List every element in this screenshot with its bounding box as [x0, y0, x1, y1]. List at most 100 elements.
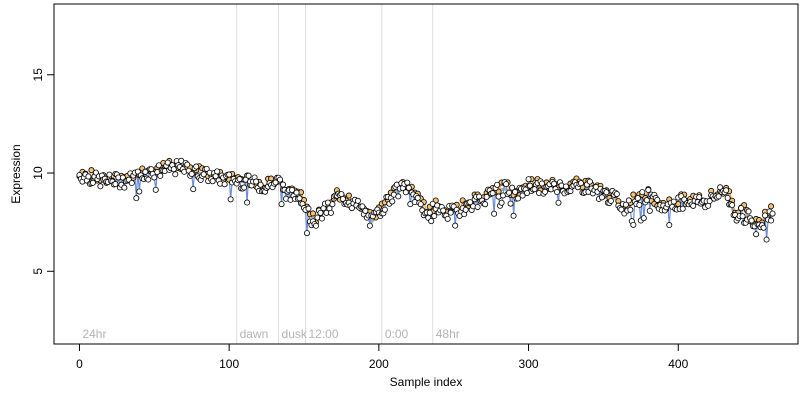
point-a-291 — [512, 188, 519, 195]
point-a-186 — [354, 197, 361, 204]
region-label-2: dusk — [282, 327, 308, 341]
point-a-142 — [289, 186, 296, 193]
point-a-9 — [89, 179, 96, 186]
point-a-78 — [193, 163, 200, 170]
point-b-78 — [309, 210, 316, 217]
region-label-0: 24hr — [82, 327, 106, 341]
point-a-46 — [145, 176, 152, 183]
point-b-4 — [88, 167, 95, 174]
point-a-237 — [431, 213, 438, 220]
point-a-432 — [723, 187, 730, 194]
x-tick-label-2: 200 — [369, 357, 389, 371]
point-a-152 — [303, 230, 310, 237]
point-a-107 — [236, 176, 243, 183]
point-a-219 — [404, 179, 411, 186]
point-a-44 — [142, 168, 149, 175]
point-a-458 — [762, 212, 769, 219]
point-a-218 — [402, 189, 409, 196]
point-a-288 — [507, 200, 514, 207]
point-a-282 — [498, 199, 505, 206]
point-a-235 — [428, 218, 435, 225]
point-a-161 — [317, 209, 324, 216]
point-a-421 — [706, 198, 713, 205]
point-a-457 — [760, 224, 767, 231]
point-a-53 — [155, 162, 162, 169]
point-a-289 — [509, 184, 516, 191]
point-a-189 — [359, 203, 366, 210]
point-a-121 — [257, 181, 264, 188]
x-tick-label-1: 100 — [219, 357, 239, 371]
point-a-175 — [338, 191, 345, 198]
point-a-191 — [362, 207, 369, 214]
point-a-51 — [152, 186, 159, 193]
point-b-90 — [345, 192, 352, 199]
point-a-228 — [417, 201, 424, 208]
point-b-185 — [630, 191, 637, 198]
y-tick-label-2: 15 — [31, 68, 45, 82]
point-a-300 — [525, 176, 532, 183]
point-a-35 — [128, 180, 135, 187]
point-a-341 — [586, 178, 593, 185]
y-tick-label-0: 5 — [31, 268, 45, 275]
point-a-320 — [555, 199, 562, 206]
point-a-290 — [510, 212, 517, 219]
point-a-226 — [414, 194, 421, 201]
point-a-220 — [405, 184, 412, 191]
point-a-287 — [506, 189, 513, 196]
point-a-76 — [190, 186, 197, 193]
point-a-38 — [133, 195, 140, 202]
x-axis: 0 100 200 300 400 — [76, 343, 689, 371]
point-a-362 — [618, 206, 625, 213]
point-a-373 — [634, 195, 641, 202]
point-a-414 — [696, 194, 703, 201]
point-a-63 — [170, 166, 177, 173]
point-a-410 — [690, 202, 697, 209]
point-a-370 — [630, 221, 637, 228]
point-a-349 — [598, 194, 605, 201]
point-a-452 — [753, 231, 760, 238]
point-a-463 — [769, 210, 776, 217]
point-a-436 — [729, 202, 736, 209]
point-a-367 — [625, 197, 632, 204]
point-a-145 — [293, 189, 300, 196]
point-a-309 — [539, 180, 546, 187]
point-a-443 — [739, 213, 746, 220]
point-a-374 — [636, 201, 643, 208]
points-layer — [76, 157, 776, 243]
point-a-365 — [622, 201, 629, 208]
point-a-386 — [654, 196, 661, 203]
x-tick-label-0: 0 — [76, 357, 83, 371]
region-label-5: 48hr — [436, 327, 460, 341]
point-a-266 — [474, 203, 481, 210]
point-a-251 — [452, 222, 459, 229]
point-a-381 — [646, 207, 653, 214]
point-a-118 — [253, 178, 260, 185]
point-a-246 — [444, 215, 451, 222]
y-axis-title: Expression — [9, 144, 23, 203]
point-a-447 — [745, 208, 752, 215]
point-a-258 — [462, 206, 469, 213]
point-a-134 — [277, 176, 284, 183]
point-a-168 — [327, 209, 334, 216]
point-a-234 — [426, 209, 433, 216]
point-a-110 — [241, 184, 248, 191]
point-a-379 — [643, 197, 650, 204]
point-a-427 — [715, 193, 722, 200]
point-a-162 — [318, 215, 325, 222]
x-tick-label-4: 400 — [668, 357, 688, 371]
point-a-75 — [188, 170, 195, 177]
point-a-311 — [542, 188, 549, 195]
point-a-20 — [106, 171, 113, 178]
point-a-100 — [226, 171, 233, 178]
point-a-147 — [296, 195, 303, 202]
point-a-403 — [679, 205, 686, 212]
point-a-433 — [724, 194, 731, 201]
point-a-24 — [112, 181, 119, 188]
y-axis: 5 10 15 — [31, 68, 55, 275]
point-a-296 — [519, 192, 526, 199]
point-a-97 — [221, 181, 228, 188]
point-a-261 — [467, 199, 474, 206]
x-tick-label-3: 300 — [519, 357, 539, 371]
point-a-317 — [550, 180, 557, 187]
